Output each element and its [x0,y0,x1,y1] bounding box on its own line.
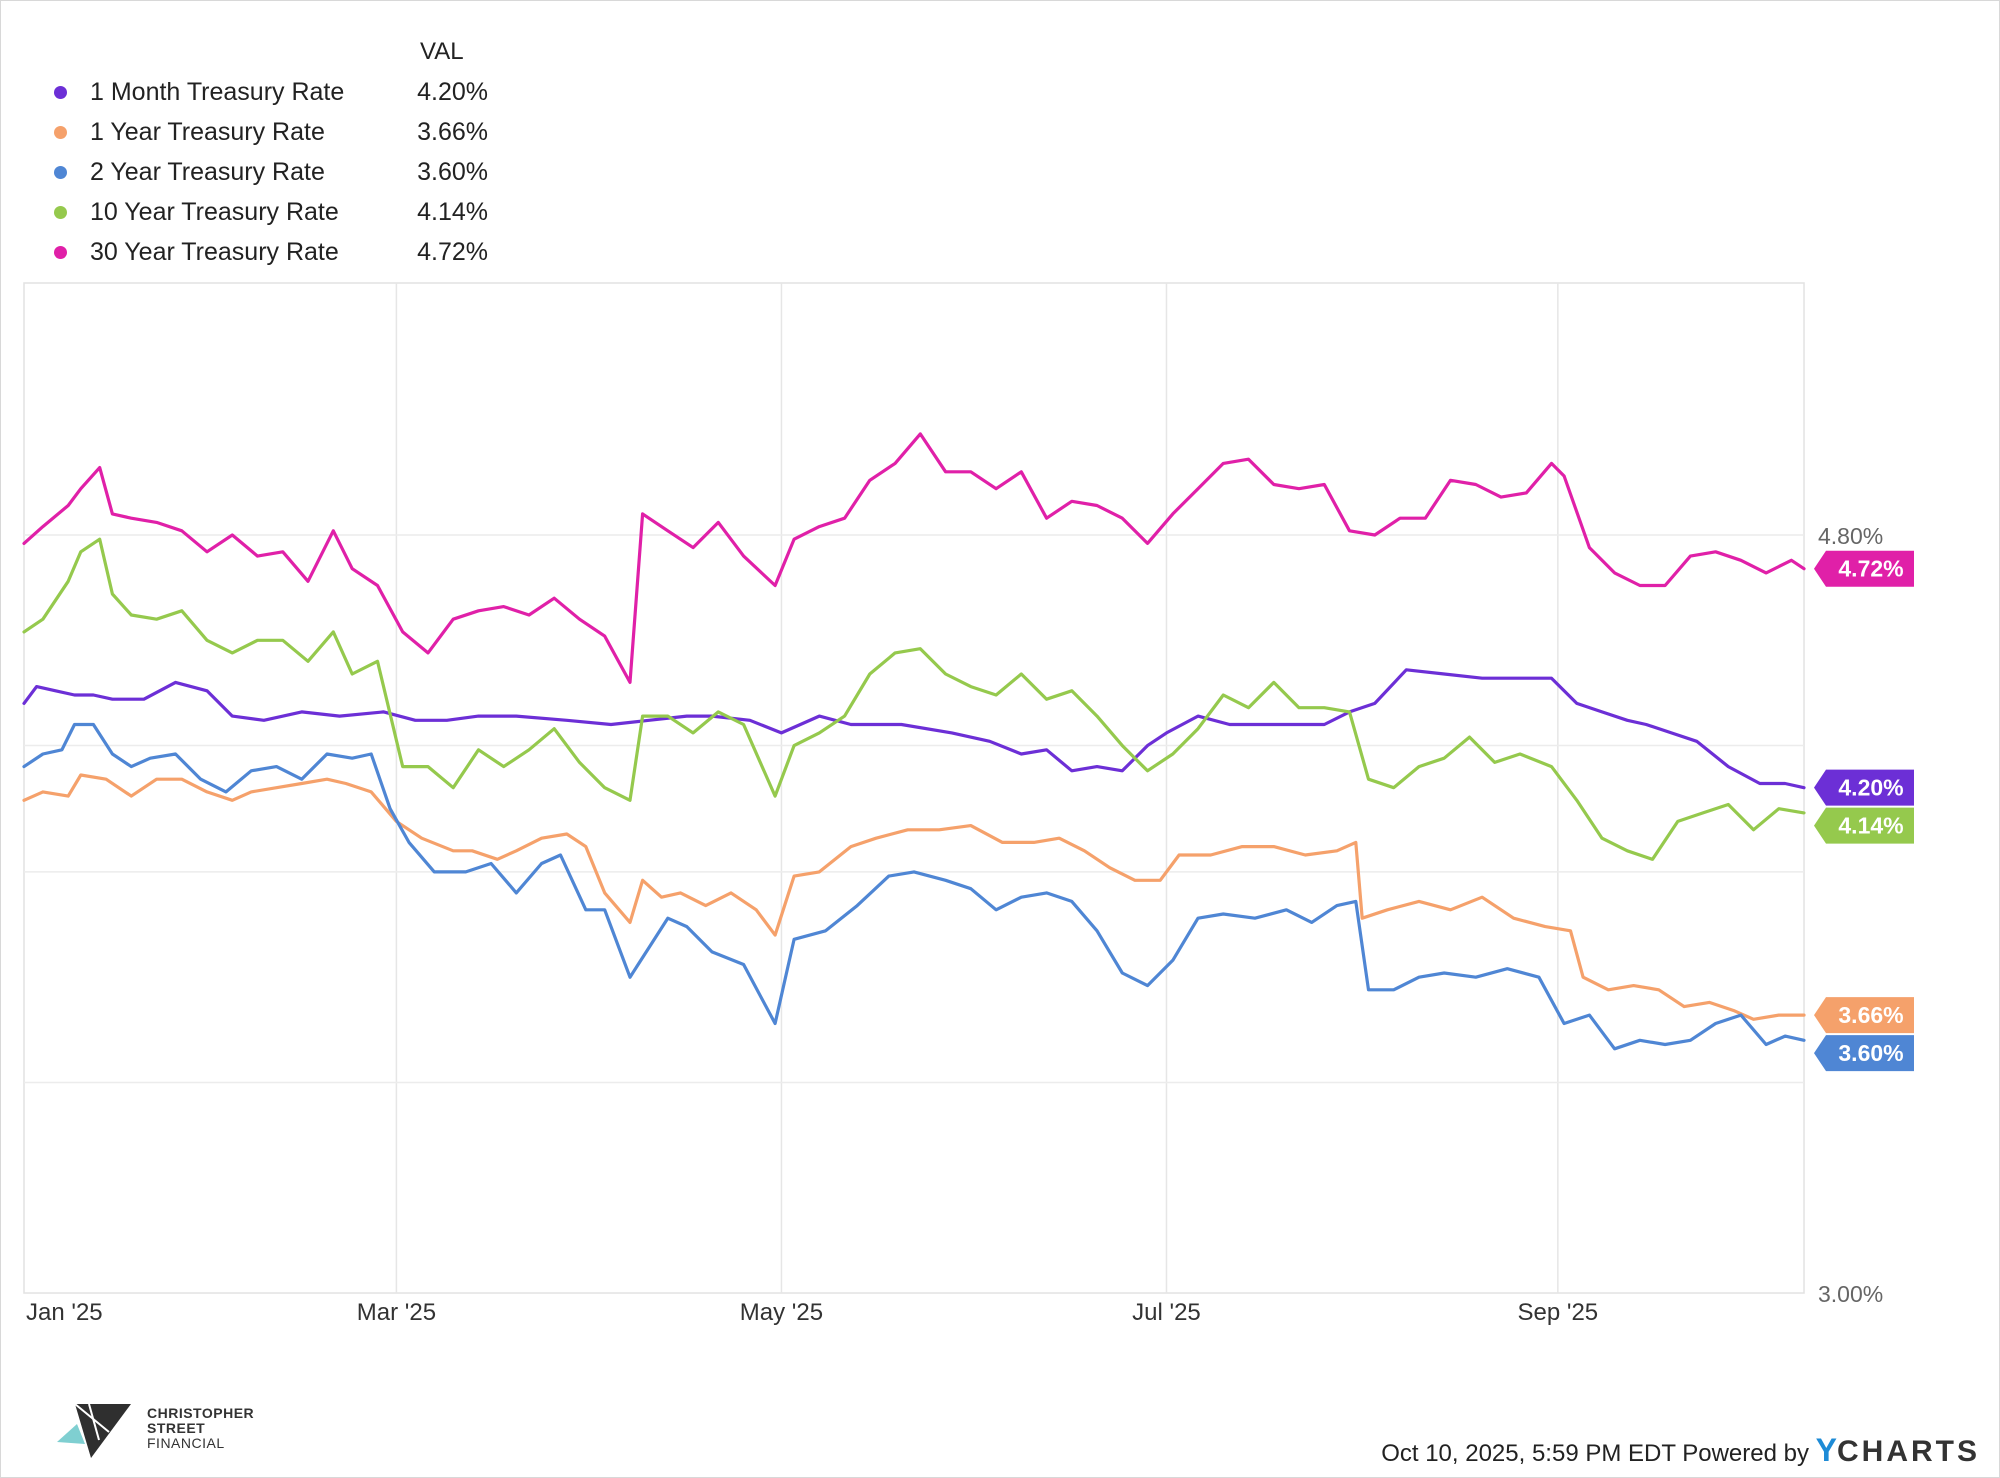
end-label-4: 4.14% [1814,807,1914,844]
legend-item-value: 4.72% [417,238,488,266]
end-label-text: 3.60% [1838,1040,1903,1066]
x-tick-label: Mar '25 [357,1299,436,1326]
end-label-text: 4.14% [1838,813,1903,839]
legend-item-value: 4.14% [417,198,488,226]
horizontal-gridlines [24,534,1804,1084]
timestamp: Oct 10, 2025, 5:59 PM EDT [1381,1440,1676,1467]
end-label-text: 4.72% [1838,556,1903,582]
series-lines [22,432,1806,1051]
christopher-street-logo: CHRISTOPHER STREET FINANCIAL [55,1400,315,1460]
legend-item-30-year[interactable]: 30 Year Treasury Rate 4.72% [48,234,488,274]
x-axis-ticks: Jan '25 Mar '25 May '25 Jul '25 Sep '25 [26,1299,1598,1326]
brand-line-1: CHRISTOPHER [147,1405,255,1421]
y-tick-label: 3.00% [1818,1281,1883,1307]
x-tick-label: Jan '25 [26,1299,103,1326]
ycharts-logo-text[interactable]: CHARTS [1837,1435,1980,1468]
plot-area [23,282,1805,1294]
legend-dot-icon [54,126,67,139]
footer-attribution: Oct 10, 2025, 5:59 PM EDT Powered by YCH… [1381,1432,1980,1469]
end-label-text: 3.66% [1838,1002,1903,1028]
end-label-1: 4.20% [1814,769,1914,806]
line-chart: Jan '25 Mar '25 May '25 Jul '25 Sep '25 4.80… [22,282,1914,1326]
legend-item-10-year[interactable]: 10 Year Treasury Rate 4.14% [48,194,488,234]
legend-header: VAL [420,38,464,65]
legend-dot-icon [54,86,67,99]
series-line-3[interactable] [22,722,1806,1051]
x-tick-label: May '25 [740,1299,823,1326]
legend-item-2-year[interactable]: 2 Year Treasury Rate 3.60% [48,154,488,194]
brand-line-3: FINANCIAL [147,1435,225,1451]
legend-dot-icon [54,246,67,259]
end-label-5: 4.72% [1814,550,1914,587]
y-tick-label: 4.80% [1818,523,1883,549]
legend-item-name: 1 Month Treasury Rate [90,78,345,106]
legend-item-name: 30 Year Treasury Rate [90,238,339,266]
legend-item-value: 3.66% [417,118,488,146]
legend-dot-icon [54,166,67,179]
end-labels: 4.20% 3.66% 3.60% 4.14% 4.72% [1814,550,1914,1072]
series-line-4[interactable] [22,537,1806,861]
legend-item-name: 10 Year Treasury Rate [90,198,339,226]
legend-item-value: 3.60% [417,158,488,186]
x-tick-label: Sep '25 [1518,1299,1599,1326]
legend-item-value: 4.20% [417,78,488,106]
end-label-text: 4.20% [1838,775,1903,801]
legend-item-name: 2 Year Treasury Rate [90,158,325,186]
series-line-2[interactable] [22,773,1806,1021]
end-label-3: 3.60% [1814,1035,1914,1072]
ycharts-logo-y[interactable]: Y [1815,1432,1837,1468]
legend-item-name: 1 Year Treasury Rate [90,118,325,146]
series-line-1[interactable] [22,668,1806,790]
series-line-5[interactable] [22,432,1806,685]
end-label-2: 3.66% [1814,997,1914,1034]
y-axis-ticks: 4.80% 3.00% [1818,523,1883,1307]
x-tick-label: Jul '25 [1132,1299,1201,1326]
legend-item-1-year[interactable]: 1 Year Treasury Rate 3.66% [48,114,488,154]
brand-mark-icon [57,1403,131,1458]
legend-dot-icon [54,206,67,219]
legend-item-1-month[interactable]: 1 Month Treasury Rate 4.20% [48,74,488,114]
powered-by-label: Powered by [1682,1440,1809,1467]
brand-line-2: STREET [147,1420,206,1436]
vertical-gridlines [395,283,1559,1293]
